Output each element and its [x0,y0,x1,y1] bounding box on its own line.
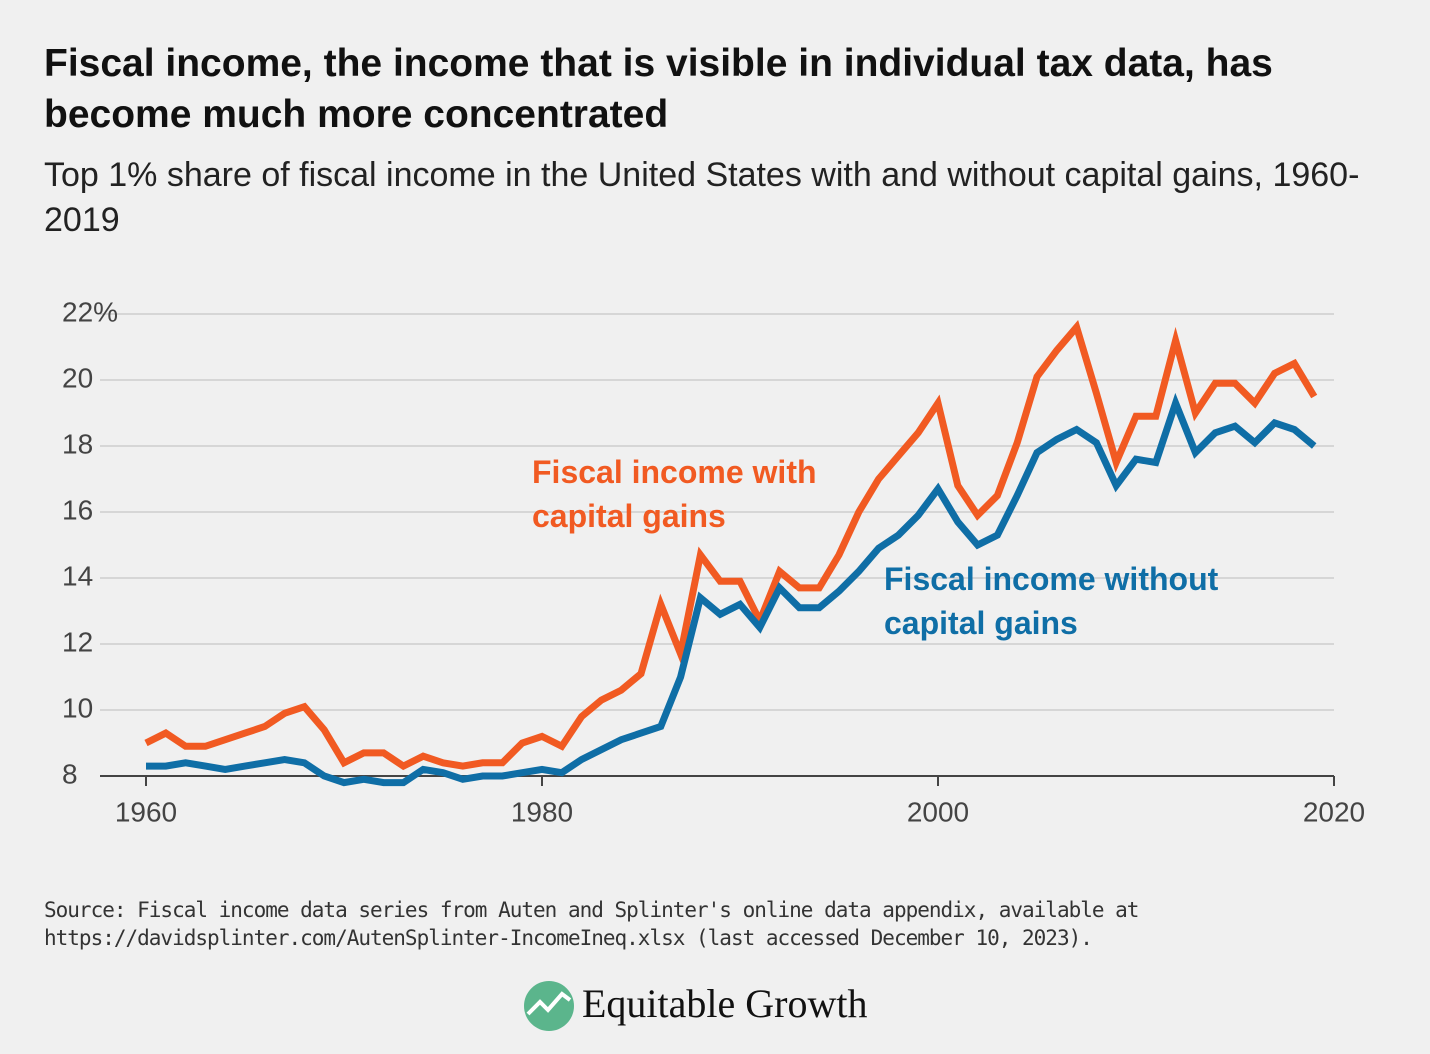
chart-subtitle: Top 1% share of fiscal income in the Uni… [44,156,1360,239]
y-tick-label: 10 [62,692,93,723]
y-tick-label: 8 [62,758,78,789]
source-note: Source: Fiscal income data series from A… [44,898,1139,950]
series-label: Fiscal income without capital gains [884,561,1219,641]
logo-icon [524,981,574,1031]
x-tick-label: 1960 [115,796,177,827]
chart-title: Fiscal income, the income that is visibl… [44,42,1273,136]
brand: Equitable Growth [582,981,868,1026]
x-tick-label: 2000 [907,796,969,827]
x-tick-label: 1980 [511,796,573,827]
x-tick-label: 2020 [1303,796,1365,827]
y-tick-label: 12 [62,626,93,657]
y-tick-label: 16 [62,494,93,525]
y-tick-label: 18 [62,428,93,459]
y-tick-label: 20 [62,362,93,393]
y-tick-label: 22% [62,296,118,327]
series-line [144,320,1318,771]
series-label: Fiscal income with capital gains [532,454,817,534]
y-tick-label: 14 [62,560,93,591]
series-line [146,392,1317,787]
